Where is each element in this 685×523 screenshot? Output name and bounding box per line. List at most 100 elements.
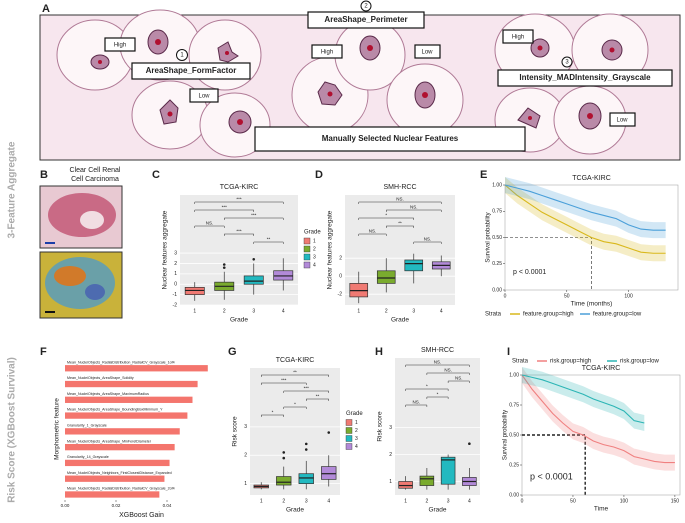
comparison-bracket [194, 201, 284, 204]
y-tick-label: 0 [339, 274, 342, 280]
y-tick-label: 3 [389, 425, 392, 431]
outlier [282, 451, 286, 454]
legend-swatch [345, 419, 353, 426]
y-tick-label: 0.75 [509, 402, 519, 408]
x-tick-label: 3 [447, 498, 450, 504]
legend-label: 1 [355, 420, 358, 426]
category-label: Mean_NucleiObjects_AreaShape_Solidity [67, 376, 134, 380]
panel-b-title: Clear Cell Renal [70, 167, 121, 174]
box [419, 475, 435, 486]
plot-panel [395, 358, 480, 495]
x-tick-label: 3 [412, 308, 415, 314]
plot-panel [180, 195, 298, 305]
legend-label: feature.group=high [523, 312, 574, 318]
significance-label: ** [293, 370, 297, 375]
y-tick-label: 0.50 [509, 432, 519, 438]
x-tick-label: 0.02 [112, 503, 121, 508]
category-label: Mean_NucleiObjects_RadialDistribution_Ra… [67, 360, 175, 364]
significance-label: *** [251, 213, 257, 218]
legend-label: 1 [313, 238, 316, 244]
y-tick-label: 2 [244, 453, 247, 459]
legend-label: 2 [313, 246, 316, 252]
comparison-bracket [405, 388, 449, 391]
legend-swatch [345, 443, 353, 450]
x-tick-label: 2 [282, 498, 285, 504]
x-tick-label: 4 [440, 308, 443, 314]
y-axis-label: Survival probability [486, 212, 492, 262]
category-label: Granularity_1_Grayscale [67, 423, 107, 427]
y-tick-label: 1.00 [492, 182, 502, 188]
comparison-bracket [261, 374, 329, 377]
y-tick-label: 3 [174, 250, 177, 256]
comparison-bracket [386, 209, 442, 212]
outlier [222, 263, 226, 266]
comparison-bracket [283, 406, 307, 409]
significance-label: NS. [444, 368, 452, 373]
outlier [282, 456, 286, 460]
low-label: Low [421, 50, 433, 56]
x-tick-label: 1 [260, 498, 263, 504]
y-tick-label: 2 [339, 256, 342, 262]
comparison-bracket [386, 225, 414, 228]
panel-label: G [228, 346, 237, 358]
category-label: Mean_NucleiObjects_AreaShape_MinFeretDia… [67, 439, 152, 443]
y-tick-label: 0.25 [509, 462, 519, 468]
legend-label: 2 [355, 428, 358, 434]
y-tick-label: 0.75 [492, 209, 502, 215]
y-axis-label: Morphometric feature [54, 398, 61, 460]
legend-swatch [303, 237, 311, 245]
box [440, 456, 456, 485]
bar [65, 396, 193, 403]
box [321, 466, 337, 480]
legend-swatch [345, 427, 353, 434]
outlier [468, 442, 471, 446]
high-label: High [114, 43, 126, 49]
legend-label: 3 [313, 254, 316, 260]
outlier [327, 431, 331, 434]
significance-label: *** [236, 229, 242, 234]
bar [65, 443, 175, 451]
confidence-band [505, 177, 666, 262]
significance-label: NS. [424, 237, 432, 242]
legend-swatch [303, 261, 311, 269]
comparison-bracket [306, 398, 329, 401]
legend-swatch [345, 435, 353, 442]
x-tick-label: 50 [570, 498, 576, 504]
feature-name: Intensity_MADIntensity_Grayscale [519, 73, 651, 82]
x-tick-label: 4 [282, 308, 285, 314]
comparison-bracket [261, 414, 284, 417]
median-line [522, 434, 586, 495]
comparison-bracket [224, 233, 254, 236]
panel-label: E [480, 169, 487, 181]
chart-title: TCGA-KIRC [572, 175, 611, 182]
comparison-bracket [358, 233, 387, 236]
comparison-bracket [413, 241, 442, 244]
y-tick-label: 3 [244, 424, 247, 430]
comparison-bracket [194, 209, 254, 212]
significance-label: *** [236, 197, 242, 202]
significance-label: NS. [396, 197, 404, 202]
x-axis-label: Time (months) [571, 301, 613, 308]
significance-label: *** [281, 378, 287, 383]
y-tick-label: -2 [173, 302, 178, 308]
y-axis-label: Survival probability [503, 410, 509, 460]
significance-label: NS. [455, 376, 463, 381]
confidence-band [522, 367, 675, 471]
panel-label: B [40, 169, 48, 181]
x-tick-label: 2 [385, 308, 388, 314]
x-tick-label: 100 [624, 293, 633, 299]
y-axis-label: Risk score [377, 411, 384, 442]
bar [65, 459, 170, 467]
bar [65, 491, 160, 498]
side-label: Risk Score (XGBoost Survival) [7, 357, 18, 503]
legend-label: 3 [355, 436, 358, 442]
significance-label: * [426, 384, 428, 389]
survival-curve [521, 374, 675, 464]
y-tick-label: 0 [174, 282, 177, 288]
significance-label: NS. [410, 205, 418, 210]
feature-name: AreaShape_FormFactor [146, 66, 237, 75]
y-tick-label: -1 [173, 292, 178, 298]
chart-title: SMH-RCC [421, 347, 454, 354]
comparison-bracket [253, 241, 284, 244]
